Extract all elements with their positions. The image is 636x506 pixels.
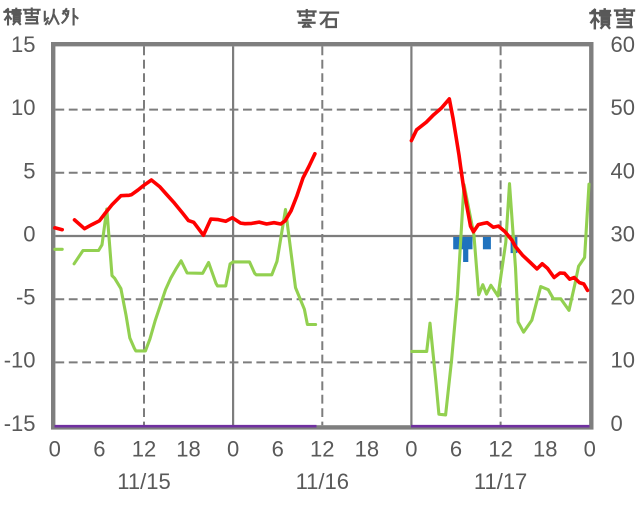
svg-text:50: 50: [611, 95, 635, 120]
svg-text:-15: -15: [4, 411, 36, 436]
svg-text:40: 40: [611, 158, 635, 183]
svg-text:-10: -10: [4, 348, 36, 373]
svg-text:10: 10: [611, 348, 635, 373]
svg-text:0: 0: [23, 222, 35, 247]
svg-text:0: 0: [611, 411, 623, 436]
svg-text:12: 12: [310, 437, 334, 462]
svg-text:-5: -5: [16, 285, 36, 310]
svg-text:10: 10: [11, 95, 35, 120]
svg-text:0: 0: [584, 437, 596, 462]
svg-text:0: 0: [49, 437, 61, 462]
svg-text:0: 0: [405, 437, 417, 462]
svg-text:18: 18: [533, 437, 557, 462]
svg-text:11/15: 11/15: [117, 469, 170, 494]
svg-text:60: 60: [611, 32, 635, 57]
svg-text:30: 30: [611, 222, 635, 247]
svg-text:18: 18: [355, 437, 379, 462]
svg-text:5: 5: [23, 158, 35, 183]
svg-text:12: 12: [132, 437, 156, 462]
svg-text:6: 6: [93, 437, 105, 462]
svg-text:0: 0: [227, 437, 239, 462]
svg-text:6: 6: [272, 437, 284, 462]
svg-text:6: 6: [450, 437, 462, 462]
svg-text:12: 12: [488, 437, 512, 462]
svg-text:20: 20: [611, 285, 635, 310]
svg-text:18: 18: [176, 437, 200, 462]
svg-text:11/17: 11/17: [474, 469, 527, 494]
svg-text:11/16: 11/16: [296, 469, 349, 494]
svg-text:15: 15: [11, 32, 35, 57]
